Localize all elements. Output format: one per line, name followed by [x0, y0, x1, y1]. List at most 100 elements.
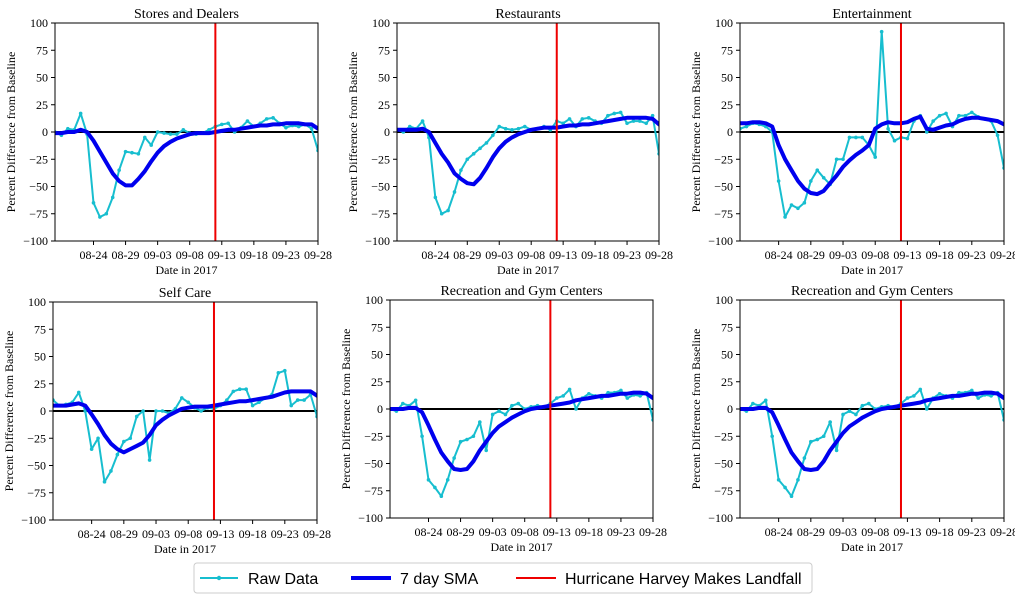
raw-data-point — [937, 391, 942, 396]
y-tick-label: 50 — [378, 71, 390, 85]
x-tick-label: 09-03 — [829, 525, 857, 539]
raw-data-point — [219, 122, 224, 127]
raw-data-point — [497, 409, 501, 413]
raw-data-point — [117, 168, 121, 172]
raw-data-line — [53, 369, 317, 483]
raw-data-point — [289, 403, 294, 408]
raw-data-point — [433, 485, 437, 490]
raw-data-point — [407, 124, 412, 129]
raw-data-point — [257, 400, 261, 405]
raw-data-point — [516, 401, 521, 406]
raw-data-point — [918, 387, 923, 392]
raw-data-point — [644, 121, 649, 126]
raw-data-point — [66, 126, 70, 131]
y-tick-label: −100 — [23, 234, 48, 248]
y-tick-label: −25 — [364, 429, 383, 443]
raw-data-point — [847, 409, 852, 413]
raw-data-point — [181, 128, 186, 132]
raw-data-point — [420, 434, 424, 439]
raw-data-point — [465, 437, 469, 442]
y-tick-label: 100 — [715, 16, 733, 30]
x-tick-label: 09-23 — [271, 527, 299, 541]
raw-data-point — [776, 179, 781, 183]
chart-panel-3: Entertainment 100 75 50 25 0 −25 −50 −75 −100 08-2… — [689, 7, 1015, 277]
raw-data-point — [295, 398, 300, 402]
y-tick-label: −75 — [27, 486, 46, 500]
x-tick-label: 09-28 — [639, 525, 667, 539]
plot-area — [397, 23, 659, 241]
chart-title: Self Care — [159, 286, 211, 301]
y-tick-label: −25 — [714, 429, 733, 443]
raw-data-point — [162, 131, 166, 135]
raw-data-point — [796, 206, 800, 211]
y-tick-label: 100 — [372, 16, 390, 30]
y-tick-label: 25 — [371, 375, 383, 389]
raw-data-point — [143, 135, 147, 140]
raw-data-point — [478, 420, 482, 424]
raw-data-point — [976, 396, 981, 400]
x-tick-label: 09-18 — [926, 248, 954, 262]
raw-data-point — [783, 485, 787, 490]
raw-data-point — [420, 119, 425, 123]
raw-data-point — [618, 110, 623, 115]
y-tick-label: 50 — [34, 350, 46, 364]
plot-frame — [52, 301, 318, 521]
raw-data-point — [439, 494, 444, 499]
raw-data-point — [445, 478, 450, 482]
x-tick-label: 09-28 — [990, 248, 1015, 262]
x-tick-label: 09-23 — [607, 525, 635, 539]
x-tick-label: 08-24 — [765, 525, 793, 539]
y-tick-label: 75 — [721, 43, 733, 57]
raw-data-point — [302, 398, 306, 402]
raw-data-point — [91, 201, 96, 205]
x-tick-label: 08-29 — [797, 248, 825, 262]
raw-data-point — [770, 434, 774, 439]
x-tick-label: 08-29 — [110, 527, 138, 541]
raw-data-point — [147, 458, 152, 462]
x-tick-label: 09-03 — [479, 525, 507, 539]
raw-data-point — [866, 401, 871, 406]
x-tick-label: 09-08 — [517, 248, 545, 262]
raw-data-point — [561, 394, 565, 398]
raw-data-point — [751, 401, 755, 406]
raw-data-point — [490, 412, 495, 417]
raw-data-point — [937, 113, 942, 118]
x-tick-label: 08-24 — [78, 527, 106, 541]
chart-title: Entertainment — [832, 7, 911, 22]
y-tick-label: −25 — [371, 152, 390, 166]
raw-data-point — [245, 119, 250, 123]
x-axis-label: Date in 2017 — [841, 263, 903, 277]
raw-data-point — [160, 409, 165, 413]
raw-data-point — [905, 136, 910, 141]
y-axis-label: Percent Difference from Baseline — [689, 52, 703, 213]
x-tick-label: 08-24 — [765, 248, 793, 262]
raw-data-point — [237, 387, 242, 392]
legend-raw-label: Raw Data — [248, 571, 318, 588]
y-tick-label: −75 — [29, 207, 48, 221]
y-tick-label: 50 — [36, 71, 48, 85]
x-tick-label: 08-29 — [112, 248, 140, 262]
y-tick-label: −100 — [21, 513, 46, 527]
raw-data-point — [834, 448, 839, 453]
x-tick-label: 09-23 — [272, 248, 300, 262]
raw-data-point — [433, 195, 438, 200]
raw-data-point — [115, 452, 120, 457]
chart-panel-5: Recreation and Gym Centers 100 75 50 25 0 −25 −… — [339, 284, 667, 554]
raw-data-point — [503, 412, 508, 417]
raw-data-point — [879, 29, 884, 34]
y-tick-label: −100 — [365, 234, 390, 248]
y-tick-label: −50 — [29, 180, 48, 194]
x-tick-label: 09-08 — [861, 525, 889, 539]
raw-data-point — [141, 409, 145, 413]
raw-data-point — [122, 439, 126, 444]
x-tick-label: 09-03 — [142, 527, 170, 541]
y-tick-label: 100 — [28, 295, 46, 309]
raw-data-point — [199, 409, 203, 413]
raw-data-point — [149, 143, 154, 147]
plot-frame — [739, 299, 1005, 519]
raw-data-point — [123, 149, 128, 154]
x-tick-label: 09-23 — [958, 248, 986, 262]
x-tick-label: 09-13 — [543, 525, 571, 539]
y-tick-label: 0 — [384, 125, 390, 139]
